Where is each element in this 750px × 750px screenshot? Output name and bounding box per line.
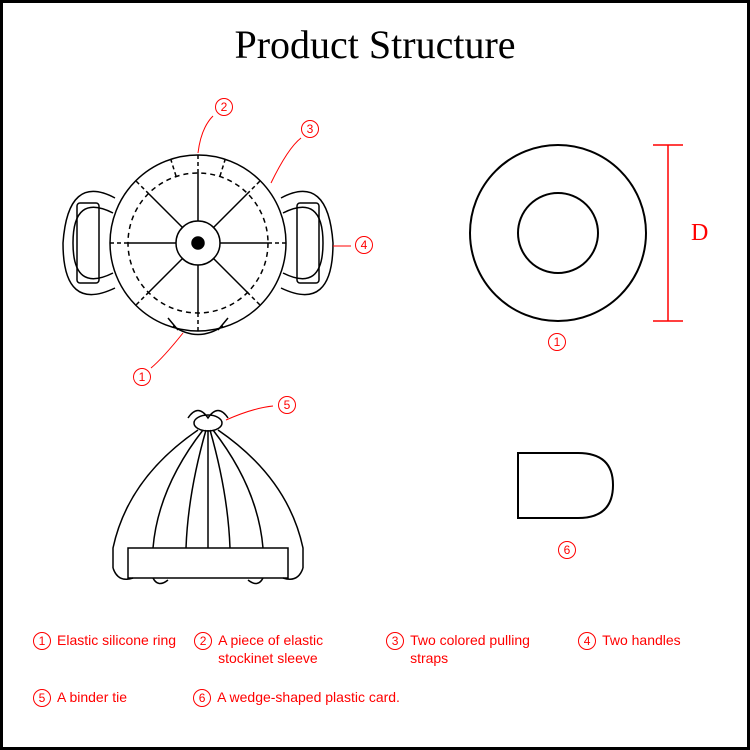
diagram-area: 2 3 4 1 D 1 — [3, 78, 747, 628]
legend-text-2: A piece of elastic stockinet sleeve — [218, 632, 368, 667]
legend-item-4: 4 Two handles — [578, 632, 681, 667]
legend-text-1: Elastic silicone ring — [57, 632, 176, 650]
callout-4: 4 — [355, 236, 373, 254]
callout-ring-1: 1 — [548, 333, 566, 351]
legend-item-2: 2 A piece of elastic stockinet sleeve — [194, 632, 368, 667]
figure-bag — [58, 398, 358, 598]
callout-6: 6 — [558, 541, 576, 559]
legend-row-2: 5 A binder tie 6 A wedge-shaped plastic … — [33, 689, 727, 707]
legend-item-1: 1 Elastic silicone ring — [33, 632, 176, 667]
legend-item-3: 3 Two colored pulling straps — [386, 632, 560, 667]
callout-5: 5 — [278, 396, 296, 414]
legend-item-5: 5 A binder tie — [33, 689, 127, 707]
figure-wedge — [503, 438, 633, 528]
callout-2: 2 — [215, 98, 233, 116]
legend-text-4: Two handles — [602, 632, 681, 650]
legend-text-3: Two colored pulling straps — [410, 632, 560, 667]
legend-item-6: 6 A wedge-shaped plastic card. — [193, 689, 400, 707]
legend-text-5: A binder tie — [57, 689, 127, 707]
page-title: Product Structure — [3, 3, 747, 78]
dimension-label-d: D — [691, 220, 708, 247]
callout-1: 1 — [133, 368, 151, 386]
legend: 1 Elastic silicone ring 2 A piece of ela… — [33, 632, 727, 729]
legend-row-1: 1 Elastic silicone ring 2 A piece of ela… — [33, 632, 727, 667]
figure-main-device — [33, 98, 373, 378]
callout-3: 3 — [301, 120, 319, 138]
legend-text-6: A wedge-shaped plastic card. — [217, 689, 400, 707]
figure-ring — [443, 123, 723, 363]
